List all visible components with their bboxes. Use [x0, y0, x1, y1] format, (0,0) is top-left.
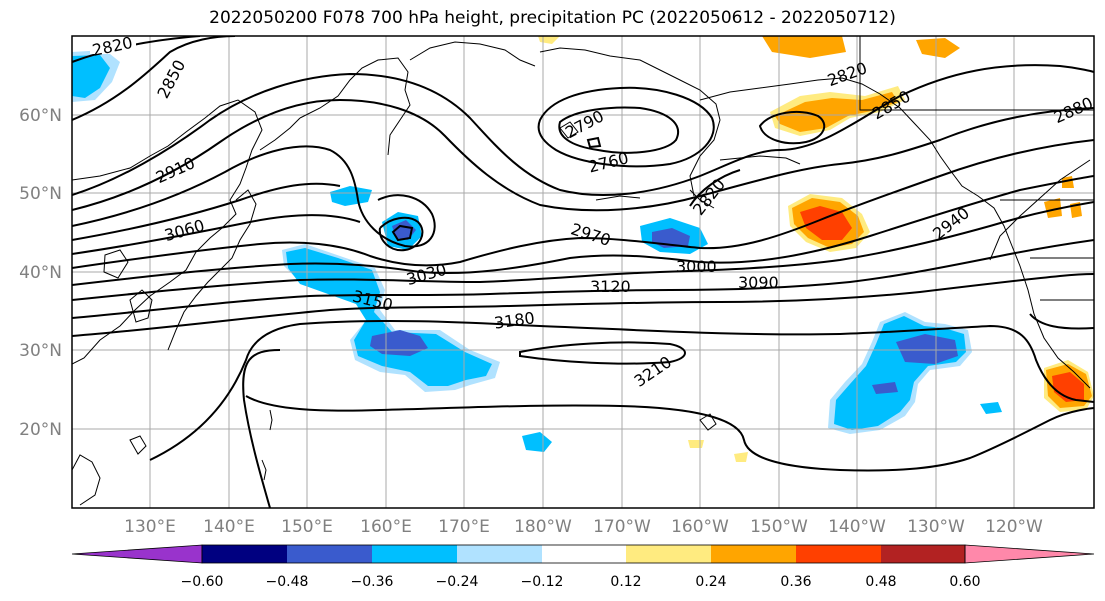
precip-positive-areas [538, 36, 1094, 462]
precip-negative-areas [72, 50, 1002, 452]
lon-label: 150°E [281, 517, 333, 537]
colorbar-tick: −0.36 [351, 574, 394, 590]
colorbar-segment [542, 545, 626, 563]
colorbar-segment [711, 545, 796, 563]
colorbar-tick: 0.48 [865, 574, 896, 590]
colorbar-segment [881, 545, 965, 563]
colorbar-border [201, 544, 966, 564]
colorbar-segment [202, 545, 287, 563]
colorbar-tick: −0.24 [436, 574, 479, 590]
lon-label: 140°E [203, 517, 255, 537]
lon-label: 160°W [671, 517, 729, 537]
colorbar: −0.60 −0.48 −0.36 −0.24 −0.12 0.12 0.24 … [71, 544, 1095, 590]
lat-label-50n: 50°N [19, 184, 62, 204]
lon-label: 160°E [360, 517, 412, 537]
lon-label: 130°W [907, 517, 965, 537]
colorbar-tick: 0.24 [695, 574, 726, 590]
lat-label-20n: 20°N [19, 420, 62, 440]
longitude-labels: 130°E 140°E 150°E 160°E 170°E 180°W 170°… [124, 517, 1043, 537]
map-title: 2022050200 F078 700 hPa height, precipit… [209, 8, 896, 28]
lon-label: 170°E [438, 517, 490, 537]
lat-label-60n: 60°N [19, 106, 62, 126]
lat-label-40n: 40°N [19, 263, 62, 283]
map-border [71, 35, 1095, 509]
latitude-labels: 60°N 50°N 40°N 30°N 20°N [19, 106, 62, 440]
colorbar-segment [964, 544, 1095, 564]
colorbar-tick: 0.12 [610, 574, 641, 590]
colorbar-segment [287, 545, 372, 563]
colorbar-tick: −0.60 [181, 574, 224, 590]
contour-label: 3120 [590, 277, 631, 296]
colorbar-tick: −0.12 [521, 574, 564, 590]
lon-label: 150°W [750, 517, 808, 537]
colorbar-segment [372, 545, 457, 563]
colorbar-segment [796, 545, 881, 563]
colorbar-tick: 0.36 [780, 574, 811, 590]
lon-label: 140°W [828, 517, 886, 537]
contour-label: 3000 [676, 257, 717, 276]
colorbar-tick: 0.60 [949, 574, 980, 590]
colorbar-segment [626, 545, 711, 563]
colorbar-segment [457, 545, 542, 563]
lon-label: 120°W [985, 517, 1043, 537]
lon-label: 170°W [593, 517, 651, 537]
colorbar-tick: −0.48 [266, 574, 309, 590]
colorbar-segment [71, 544, 203, 564]
lon-label: 180°W [514, 517, 572, 537]
height-contours [72, 36, 1094, 508]
contour-label: 3090 [738, 273, 779, 292]
lon-label: 130°E [124, 517, 176, 537]
lat-label-30n: 30°N [19, 341, 62, 361]
coastlines [72, 36, 1094, 506]
